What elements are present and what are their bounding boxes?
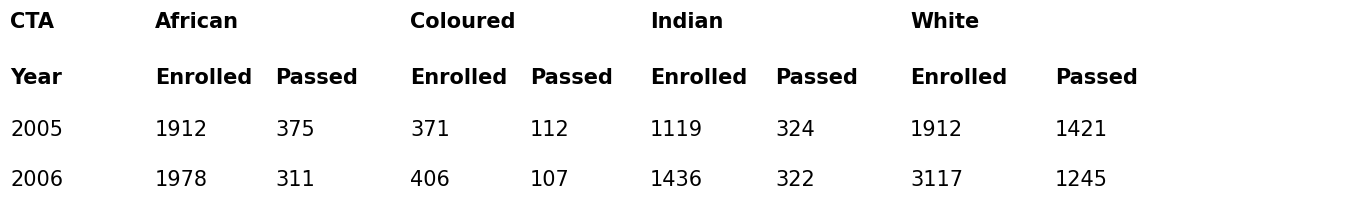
Text: 1245: 1245 xyxy=(1054,170,1108,190)
Text: Year: Year xyxy=(10,68,61,88)
Text: Enrolled: Enrolled xyxy=(910,68,1007,88)
Text: Passed: Passed xyxy=(1054,68,1138,88)
Text: 371: 371 xyxy=(411,120,450,140)
Text: 1912: 1912 xyxy=(910,120,963,140)
Text: 1912: 1912 xyxy=(155,120,209,140)
Text: Enrolled: Enrolled xyxy=(411,68,507,88)
Text: Passed: Passed xyxy=(531,68,612,88)
Text: CTA: CTA xyxy=(10,12,55,32)
Text: 107: 107 xyxy=(531,170,570,190)
Text: 2006: 2006 xyxy=(10,170,63,190)
Text: White: White xyxy=(910,12,979,32)
Text: 112: 112 xyxy=(531,120,570,140)
Text: Enrolled: Enrolled xyxy=(651,68,747,88)
Text: Passed: Passed xyxy=(276,68,357,88)
Text: Coloured: Coloured xyxy=(411,12,516,32)
Text: Enrolled: Enrolled xyxy=(155,68,252,88)
Text: 406: 406 xyxy=(411,170,450,190)
Text: 1421: 1421 xyxy=(1054,120,1108,140)
Text: 311: 311 xyxy=(276,170,315,190)
Text: 3117: 3117 xyxy=(910,170,963,190)
Text: 2005: 2005 xyxy=(10,120,63,140)
Text: 322: 322 xyxy=(775,170,814,190)
Text: 1436: 1436 xyxy=(651,170,702,190)
Text: 375: 375 xyxy=(276,120,315,140)
Text: 1978: 1978 xyxy=(155,170,207,190)
Text: Indian: Indian xyxy=(651,12,723,32)
Text: 324: 324 xyxy=(775,120,814,140)
Text: Passed: Passed xyxy=(775,68,858,88)
Text: African: African xyxy=(155,12,239,32)
Text: 1119: 1119 xyxy=(651,120,702,140)
